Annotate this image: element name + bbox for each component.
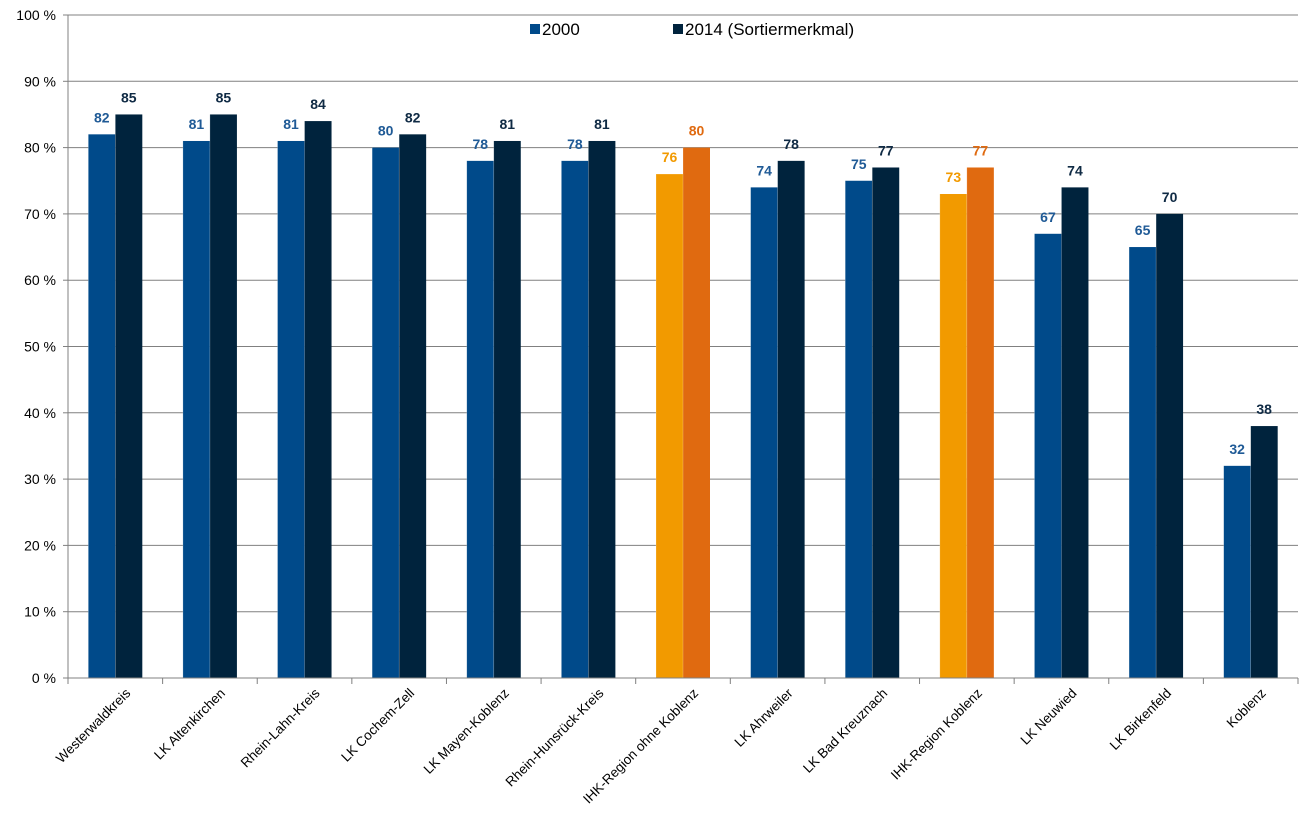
- x-tick-label: Koblenz: [1224, 685, 1269, 730]
- bar: [939, 194, 967, 678]
- bar: [588, 140, 616, 679]
- legend-label: 2014 (Sortiermerkmal): [685, 20, 854, 39]
- data-label: 67: [1040, 209, 1056, 225]
- x-tick-label: LK Altenkirchen: [151, 686, 228, 763]
- data-label: 78: [472, 136, 488, 152]
- data-label: 38: [1256, 401, 1272, 417]
- bar: [372, 147, 400, 679]
- legend-swatch: [530, 24, 540, 34]
- x-tick-label: LK Mayen-Koblenz: [421, 685, 512, 776]
- data-label: 74: [1067, 162, 1083, 178]
- data-label: 82: [94, 109, 110, 125]
- data-label: 70: [1162, 189, 1178, 205]
- y-tick-label: 40 %: [24, 405, 56, 421]
- data-label: 81: [499, 116, 515, 132]
- bar: [115, 114, 143, 678]
- x-tick-label: Westerwaldkreis: [53, 685, 134, 766]
- bar: [845, 180, 873, 678]
- data-label: 76: [662, 149, 678, 165]
- bars: [88, 114, 1278, 679]
- x-tick-label: Rhein-Lahn-Kreis: [238, 685, 323, 770]
- data-label: 80: [689, 123, 705, 139]
- x-tick-label: IHK-Region Koblenz: [888, 685, 985, 782]
- data-label: 73: [946, 169, 962, 185]
- data-label: 77: [973, 142, 989, 158]
- data-label: 74: [756, 162, 772, 178]
- y-tick-label: 60 %: [24, 272, 56, 288]
- bar: [1061, 187, 1089, 678]
- bar: [656, 174, 683, 678]
- data-label: 32: [1229, 441, 1245, 457]
- data-label: 81: [594, 116, 610, 132]
- bar: [277, 140, 305, 679]
- data-labels: 82 85 81 85 81 84 80 82 78 81 78 81 76 80 74 78 75 77 73 77…: [94, 89, 1272, 456]
- bar: [1223, 465, 1251, 678]
- data-label: 85: [121, 89, 137, 105]
- x-tick-label: LK Neuwied: [1018, 686, 1080, 748]
- y-tick-label: 50 %: [24, 339, 56, 355]
- bar: [966, 167, 994, 679]
- y-tick-label: 30 %: [24, 471, 56, 487]
- bar: [1250, 426, 1278, 678]
- y-tick-label: 100 %: [16, 7, 56, 23]
- data-label: 75: [851, 156, 867, 172]
- bar: [683, 147, 710, 679]
- x-tick-label: Rhein-Hunsrück-Kreis: [503, 685, 607, 789]
- x-tick-label: LK Cochem-Zell: [338, 686, 417, 765]
- bar: [304, 121, 332, 678]
- bar: [209, 114, 237, 678]
- data-label: 78: [567, 136, 583, 152]
- data-label: 80: [378, 123, 394, 139]
- bar: [777, 160, 805, 679]
- y-tick-label: 0 %: [32, 670, 56, 686]
- bar: [561, 160, 589, 679]
- legend-swatch: [673, 24, 683, 34]
- bar: [182, 140, 210, 679]
- y-axis-tick-labels: 0 % 10 % 20 % 30 % 40 % 50 % 60 % 70 % 80 % 90 % 1…: [16, 7, 56, 686]
- x-axis: Westerwaldkreis LK Altenkirchen Rhein-Lahn…: [53, 677, 1299, 807]
- data-label: 65: [1135, 222, 1151, 238]
- bar: [466, 160, 494, 679]
- bar: [872, 167, 900, 679]
- bar: [493, 140, 521, 679]
- legend-label: 2000: [542, 20, 580, 39]
- bar: [88, 134, 116, 679]
- data-label: 81: [283, 116, 299, 132]
- y-tick-label: 80 %: [24, 140, 56, 156]
- y-tick-label: 10 %: [24, 604, 56, 620]
- bar: [399, 134, 427, 679]
- data-label: 77: [878, 142, 894, 158]
- y-tick-label: 90 %: [24, 73, 56, 89]
- x-tick-label: LK Birkenfeld: [1107, 686, 1174, 753]
- y-tick-label: 20 %: [24, 537, 56, 553]
- bar: [1034, 233, 1062, 679]
- legend: 2000 2014 (Sortiermerkmal): [530, 20, 854, 39]
- x-tick-label: LK Bad Kreuznach: [800, 686, 890, 776]
- data-label: 81: [189, 116, 205, 132]
- bar: [1129, 247, 1157, 679]
- y-tick-label: 70 %: [24, 206, 56, 222]
- data-label: 85: [216, 89, 232, 105]
- bar: [1156, 213, 1184, 678]
- data-label: 82: [405, 109, 421, 125]
- data-label: 84: [310, 96, 326, 112]
- bar: [750, 187, 778, 678]
- x-tick-label: LK Ahrweiler: [732, 685, 797, 750]
- data-label: 78: [783, 136, 799, 152]
